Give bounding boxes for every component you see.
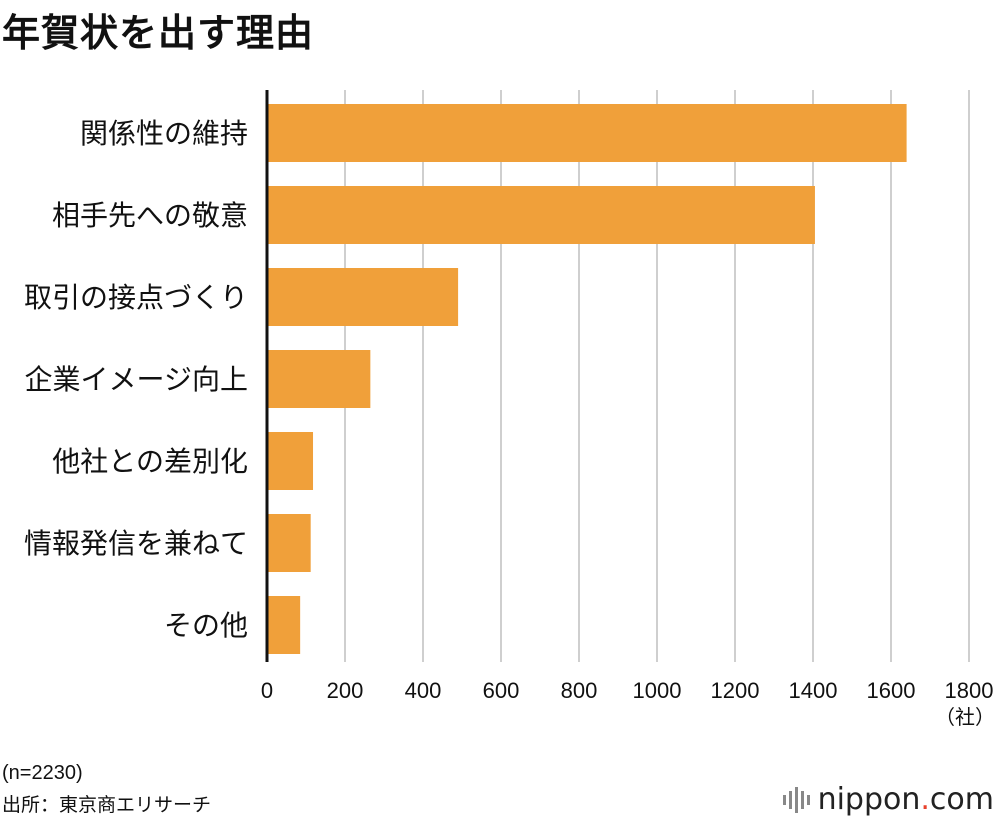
x-tick-label: 1200 [711, 678, 760, 703]
x-axis-unit: （社） [935, 705, 995, 729]
nippon-logo: nippon. com [782, 782, 994, 817]
source-note: 出所：東京商エリサーチ [2, 794, 212, 816]
bar [267, 268, 459, 326]
logo-bars-icon [782, 786, 810, 813]
x-tick-label: 600 [483, 678, 520, 703]
category-label: 情報発信を兼ねて [24, 527, 248, 560]
category-label: その他 [164, 609, 248, 642]
x-tick-label: 200 [327, 678, 364, 703]
chart-title: 年賀状を出す理由 [2, 11, 315, 55]
x-tick-label: 0 [261, 678, 273, 703]
bar [267, 104, 907, 162]
x-tick-label: 400 [405, 678, 442, 703]
bar-chart: 関係性の維持相手先への敬意取引の接点づくり企業イメージ向上他社との差別化情報発信… [24, 90, 995, 729]
bar [267, 186, 815, 244]
bar [267, 514, 311, 572]
category-label: 他社との差別化 [52, 445, 248, 478]
category-label: 取引の接点づくり [24, 281, 248, 314]
x-tick-label: 800 [561, 678, 598, 703]
logo-main-text: nippon [817, 782, 921, 817]
x-tick-label: 1600 [867, 678, 916, 703]
category-label: 企業イメージ向上 [25, 363, 248, 396]
category-label: 相手先への敬意 [52, 199, 248, 232]
x-tick-label: 1800 [945, 678, 994, 703]
x-tick-label: 1400 [789, 678, 838, 703]
logo-tail-text: com [929, 782, 994, 817]
bar [267, 350, 371, 408]
sample-size-note: (n=2230) [2, 762, 83, 784]
category-label: 関係性の維持 [80, 117, 248, 150]
bar [267, 432, 314, 490]
bar [267, 596, 301, 654]
x-tick-label: 1000 [633, 678, 682, 703]
logo-dot: . [920, 782, 930, 817]
